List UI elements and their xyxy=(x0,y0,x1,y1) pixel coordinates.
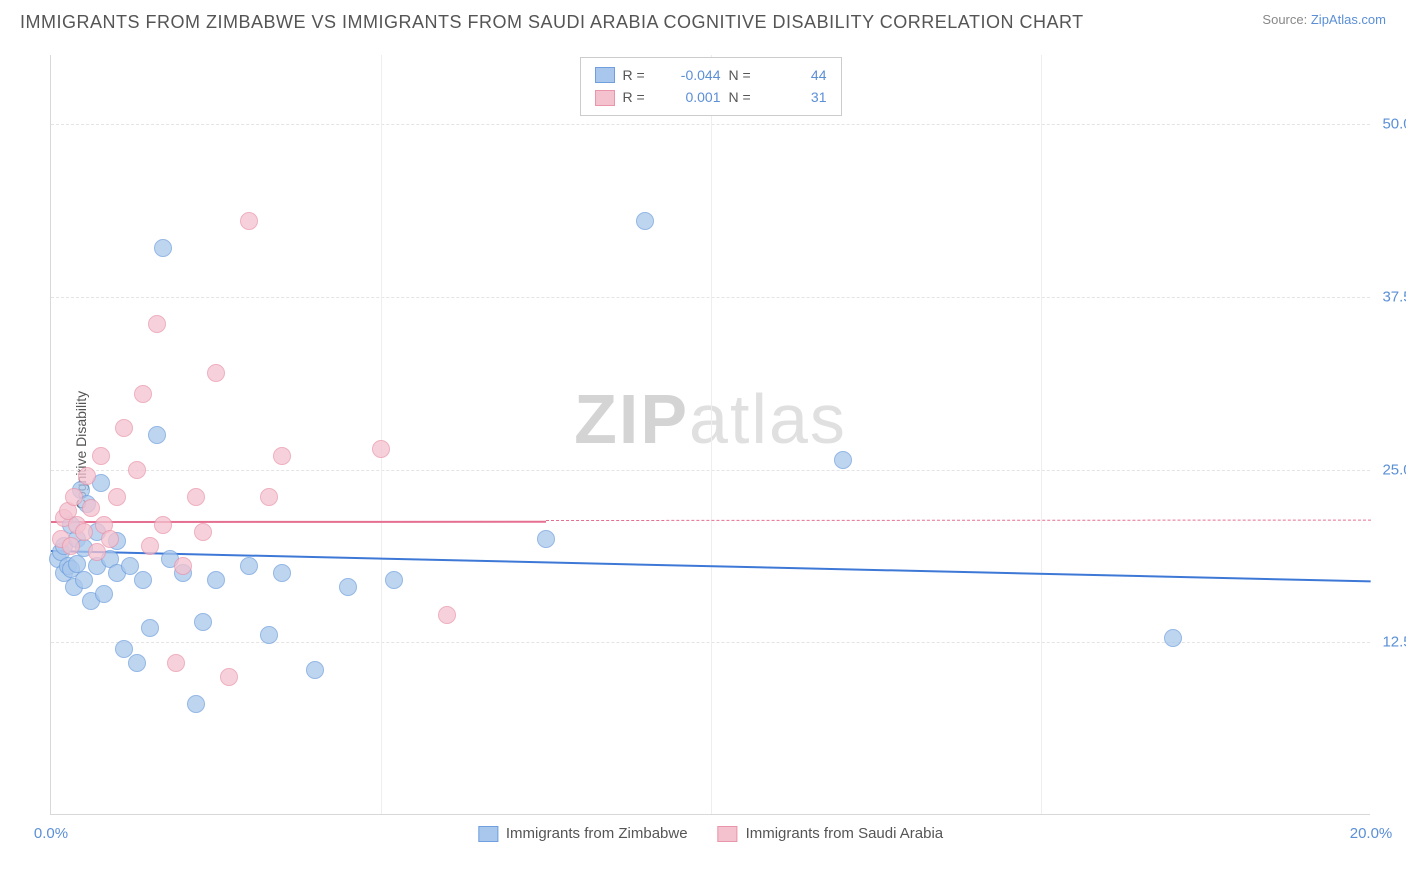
data-point xyxy=(834,451,852,469)
data-point xyxy=(194,523,212,541)
watermark-light: atlas xyxy=(689,380,847,458)
series-legend: Immigrants from Zimbabwe Immigrants from… xyxy=(478,825,943,842)
data-point xyxy=(240,557,258,575)
data-point xyxy=(128,461,146,479)
chart-container: Cognitive Disability ZIPatlas R = -0.044… xyxy=(50,55,1390,845)
data-point xyxy=(220,668,238,686)
gridline-vertical xyxy=(711,55,712,814)
data-point xyxy=(115,419,133,437)
data-point xyxy=(108,488,126,506)
data-point xyxy=(92,447,110,465)
data-point xyxy=(62,537,80,555)
data-point xyxy=(207,364,225,382)
gridline-vertical xyxy=(381,55,382,814)
gridline-vertical xyxy=(1041,55,1042,814)
data-point xyxy=(128,654,146,672)
stats-row-saudi: R = 0.001 N = 31 xyxy=(595,86,827,108)
data-point xyxy=(636,212,654,230)
data-point xyxy=(141,619,159,637)
data-point xyxy=(134,571,152,589)
data-point xyxy=(78,467,96,485)
y-tick-label: 37.5% xyxy=(1382,288,1406,305)
data-point xyxy=(88,543,106,561)
data-point xyxy=(273,564,291,582)
data-point xyxy=(148,315,166,333)
data-point xyxy=(273,447,291,465)
data-point xyxy=(167,654,185,672)
x-tick-label: 20.0% xyxy=(1350,825,1393,842)
data-point xyxy=(240,212,258,230)
chart-title: IMMIGRANTS FROM ZIMBABWE VS IMMIGRANTS F… xyxy=(20,12,1084,33)
legend-swatch-zimbabwe xyxy=(478,826,498,842)
data-point xyxy=(306,661,324,679)
legend-label-zimbabwe: Immigrants from Zimbabwe xyxy=(506,825,688,842)
data-point xyxy=(141,537,159,555)
y-tick-label: 12.5% xyxy=(1382,634,1406,651)
data-point xyxy=(260,488,278,506)
data-point xyxy=(75,523,93,541)
data-point xyxy=(438,606,456,624)
data-point xyxy=(207,571,225,589)
trend-line xyxy=(51,520,546,522)
data-point xyxy=(101,530,119,548)
n-value-zimbabwe: 44 xyxy=(767,64,827,86)
n-label: N = xyxy=(729,86,759,108)
data-point xyxy=(260,626,278,644)
legend-swatch-saudi xyxy=(718,826,738,842)
plot-area: ZIPatlas R = -0.044 N = 44 R = 0.001 N =… xyxy=(50,55,1370,815)
r-label: R = xyxy=(623,64,653,86)
data-point xyxy=(154,239,172,257)
source-label: Source: xyxy=(1262,12,1307,27)
data-point xyxy=(154,516,172,534)
n-value-saudi: 31 xyxy=(767,86,827,108)
data-point xyxy=(194,613,212,631)
r-label: R = xyxy=(623,86,653,108)
data-point xyxy=(385,571,403,589)
legend-item-zimbabwe: Immigrants from Zimbabwe xyxy=(478,825,688,842)
y-tick-label: 25.0% xyxy=(1382,461,1406,478)
watermark-bold: ZIP xyxy=(574,380,689,458)
trend-line-extrapolated xyxy=(546,520,1371,521)
data-point xyxy=(134,385,152,403)
legend-label-saudi: Immigrants from Saudi Arabia xyxy=(746,825,944,842)
swatch-zimbabwe xyxy=(595,67,615,83)
data-point xyxy=(187,695,205,713)
source-attribution: Source: ZipAtlas.com xyxy=(1262,12,1386,27)
data-point xyxy=(65,488,83,506)
data-point xyxy=(174,557,192,575)
data-point xyxy=(537,530,555,548)
stats-legend: R = -0.044 N = 44 R = 0.001 N = 31 xyxy=(580,57,842,116)
x-tick-label: 0.0% xyxy=(34,825,68,842)
data-point xyxy=(187,488,205,506)
data-point xyxy=(1164,629,1182,647)
data-point xyxy=(148,426,166,444)
y-tick-label: 50.0% xyxy=(1382,116,1406,133)
swatch-saudi xyxy=(595,90,615,106)
header-bar: IMMIGRANTS FROM ZIMBABWE VS IMMIGRANTS F… xyxy=(0,0,1406,41)
data-point xyxy=(372,440,390,458)
data-point xyxy=(339,578,357,596)
legend-item-saudi: Immigrants from Saudi Arabia xyxy=(718,825,944,842)
n-label: N = xyxy=(729,64,759,86)
data-point xyxy=(82,499,100,517)
data-point xyxy=(95,585,113,603)
r-value-zimbabwe: -0.044 xyxy=(661,64,721,86)
data-point xyxy=(75,571,93,589)
r-value-saudi: 0.001 xyxy=(661,86,721,108)
source-link[interactable]: ZipAtlas.com xyxy=(1311,12,1386,27)
stats-row-zimbabwe: R = -0.044 N = 44 xyxy=(595,64,827,86)
